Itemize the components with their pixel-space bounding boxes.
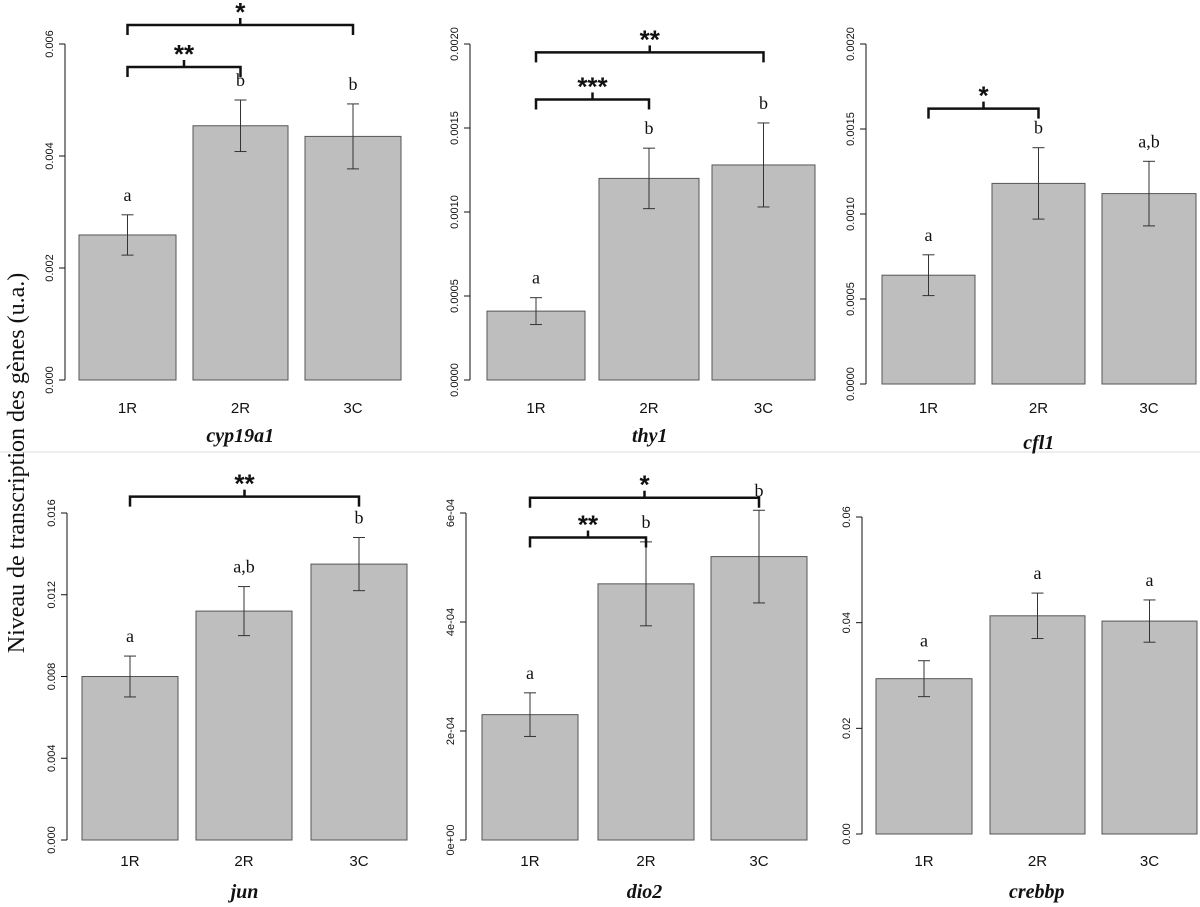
category-label: 3C	[349, 853, 368, 870]
category-label: 1R	[118, 400, 137, 417]
chart-panel-thy1: 0.0000 0.0005 0.0010 0.0015 0.0020 a 1R b 2R b 3C *…	[449, 24, 816, 447]
category-label: 1R	[520, 853, 539, 870]
y-tick-label: 0.000	[44, 366, 56, 394]
significance-letter: b	[349, 74, 358, 94]
significance-stars: ***	[577, 71, 608, 101]
y-tick-label: 0.012	[46, 581, 58, 609]
y-tick-label: 0.016	[46, 499, 58, 527]
category-label: 3C	[1139, 400, 1158, 417]
bar-2R	[192, 125, 289, 381]
y-tick-label: 0.0000	[449, 363, 461, 397]
y-tick-label: 0.006	[44, 30, 56, 58]
category-label: 1R	[526, 400, 545, 417]
y-axis-label: Niveau de transcription des gènes (u.a.)	[4, 273, 30, 654]
panels: 0.0000.0020.0040.006a1Rb2Rb3C***cyp19a10…	[44, 0, 1198, 903]
bar-3C	[304, 135, 402, 381]
category-label: 1R	[120, 853, 139, 870]
category-label: 3C	[1140, 853, 1159, 870]
y-tick-label: 0.06	[841, 506, 853, 527]
bar-2R	[195, 610, 293, 841]
y-tick-label: 0.004	[44, 142, 56, 170]
significance-letter: b	[755, 480, 764, 500]
significance-stars: **	[640, 24, 661, 54]
significance-letter: a,b	[233, 557, 255, 577]
category-label: 3C	[749, 853, 768, 870]
significance-stars: *	[978, 81, 989, 111]
bar-1R	[78, 234, 177, 381]
significance-stars: *	[235, 0, 246, 27]
category-label: 2R	[636, 853, 655, 870]
y-tick-label: 0.0005	[449, 279, 461, 313]
chart-panel-cfl1: 0.0000 0.0005 0.0010 0.0015 0.0020 a 1R b 2R a,b 3…	[845, 27, 1197, 454]
category-label: 1R	[919, 400, 938, 417]
significance-letter: a	[126, 626, 134, 646]
category-label: 2R	[639, 400, 658, 417]
chart-panel-jun: 0.000 0.004 0.008 0.012 0.016 a 1R a,b 2R b 3C ** ju…	[46, 469, 408, 903]
significance-letter: b	[642, 512, 651, 532]
y-tick-label: 2e-04	[445, 717, 457, 745]
y-tick-label: 0e+00	[445, 825, 457, 856]
significance-letter: a	[925, 225, 933, 245]
y-tick-label: 0.0005	[845, 282, 857, 316]
y-tick-label: 0.0015	[845, 112, 857, 146]
y-tick-label: 0.00	[841, 823, 853, 844]
bar-2R	[598, 177, 700, 381]
gene-name: jun	[228, 881, 259, 903]
y-tick-label: 0.0015	[449, 111, 461, 145]
bar-3C	[710, 556, 808, 841]
category-label: 2R	[1029, 400, 1048, 417]
y-tick-label: 0.0020	[449, 27, 461, 61]
y-tick-label: 0.04	[841, 612, 853, 633]
bar-3C	[310, 563, 408, 841]
gene-name: cfl1	[1023, 432, 1054, 454]
significance-letter: a	[124, 185, 132, 205]
y-tick-label: 0.004	[46, 744, 58, 772]
significance-letter: b	[759, 93, 768, 113]
bar-3C	[1101, 620, 1198, 835]
significance-letter: b	[1034, 118, 1043, 138]
bar-1R	[875, 678, 973, 835]
chart-panel-crebbp: 0.00 0.02 0.04 0.06 a 1R a 2R a 3C crebbp	[841, 506, 1198, 903]
bar-1R	[81, 676, 179, 841]
gene-name: thy1	[632, 425, 668, 447]
gene-name: dio2	[627, 881, 663, 903]
y-tick-label: 0.008	[46, 663, 58, 691]
y-tick-label: 0.0010	[845, 197, 857, 231]
y-tick-label: 0.0010	[449, 195, 461, 229]
gene-name: cyp19a1	[206, 425, 274, 447]
significance-stars: **	[578, 510, 599, 540]
y-tick-label: 0.000	[46, 826, 58, 854]
significance-stars: **	[174, 39, 195, 69]
significance-letter: a	[526, 663, 534, 683]
significance-letter: a	[532, 268, 540, 288]
significance-letter: b	[236, 70, 245, 90]
y-tick-label: 6e-04	[445, 499, 457, 527]
significance-stars: *	[639, 470, 650, 500]
y-tick-label: 0.02	[841, 718, 853, 739]
significance-letter: b	[645, 118, 654, 138]
bar-2R	[597, 583, 695, 841]
y-tick-label: 0.0000	[845, 367, 857, 401]
y-tick-label: 4e-04	[445, 608, 457, 636]
category-label: 3C	[343, 400, 362, 417]
category-label: 3C	[754, 400, 773, 417]
significance-stars: **	[234, 469, 255, 499]
significance-letter: b	[355, 508, 364, 528]
gene-name: crebbp	[1009, 881, 1065, 903]
significance-letter: a	[920, 631, 928, 651]
category-label: 2R	[1028, 853, 1047, 870]
category-label: 2R	[231, 400, 250, 417]
bar-2R	[989, 615, 1086, 835]
significance-letter: a	[1034, 563, 1042, 583]
significance-letter: a	[1146, 570, 1154, 590]
y-tick-label: 0.0020	[845, 27, 857, 61]
category-label: 1R	[914, 853, 933, 870]
significance-letter: a,b	[1138, 131, 1160, 151]
category-label: 2R	[234, 853, 253, 870]
y-tick-label: 0.002	[44, 254, 56, 282]
